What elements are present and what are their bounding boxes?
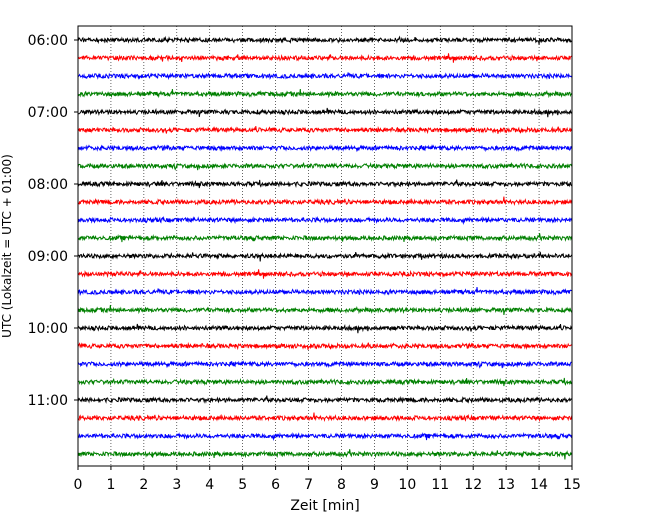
y-tick-label: 11:00 [28, 393, 68, 409]
trace-line [77, 377, 573, 387]
trace-line [77, 432, 573, 442]
trace-line [78, 449, 573, 460]
plot-area-background [78, 26, 572, 466]
trace-line [77, 215, 573, 226]
x-tick-label: 10 [398, 477, 416, 493]
trace-line [77, 72, 573, 81]
plot-frame [77, 25, 573, 467]
y-tick-label: 09:00 [28, 249, 68, 265]
trace-line [77, 144, 573, 153]
x-tick-label: 5 [238, 477, 247, 493]
x-tick-label: 3 [172, 477, 181, 493]
x-tick-label: 11 [431, 477, 449, 493]
x-axis-title: Zeit [min] [290, 498, 359, 514]
trace-line [77, 233, 573, 243]
trace-line [77, 360, 573, 369]
trace-line [77, 125, 573, 135]
x-tick-label: 2 [139, 477, 148, 493]
y-tick-label: 06:00 [28, 33, 68, 49]
trace-line [77, 53, 573, 63]
trace-line [77, 88, 573, 99]
x-tick-label: 12 [464, 477, 482, 493]
trace-line [77, 304, 573, 315]
trace-line [78, 251, 573, 262]
trace-line [77, 341, 573, 351]
grid-lines [110, 26, 540, 466]
x-tick-label: 1 [106, 477, 115, 493]
trace-line [77, 35, 573, 45]
trace-line [77, 323, 573, 334]
trace-line [77, 179, 573, 189]
x-tick-label: 0 [74, 477, 83, 493]
trace-line [77, 107, 573, 118]
x-tick-label: 9 [370, 477, 379, 493]
trace-line [77, 286, 573, 297]
x-tick-label: 14 [530, 477, 548, 493]
y-axis-ticks: 06:00 07:00 08:00 09:00 10:00 11:00 [28, 33, 78, 409]
x-tick-label: 8 [337, 477, 346, 493]
y-tick-label: 10:00 [28, 321, 68, 337]
trace-line [77, 412, 573, 423]
x-axis-ticks: 0 1 2 3 4 5 6 7 8 9 10 11 12 13 14 15 [74, 466, 581, 493]
x-tick-label: 7 [304, 477, 313, 493]
x-tick-label: 4 [205, 477, 214, 493]
trace-line [77, 269, 573, 279]
y-tick-label: 07:00 [28, 105, 68, 121]
trace-line [77, 196, 573, 207]
y-tick-label: 08:00 [28, 177, 68, 193]
x-tick-label: 13 [497, 477, 515, 493]
x-tick-label: 15 [563, 477, 581, 493]
seismic-traces [77, 35, 573, 460]
trace-line [77, 161, 573, 171]
y-axis-title: UTC (Lokalzeit = UTC + 01:00) [0, 154, 14, 338]
trace-line [77, 395, 573, 404]
x-tick-label: 6 [271, 477, 280, 493]
